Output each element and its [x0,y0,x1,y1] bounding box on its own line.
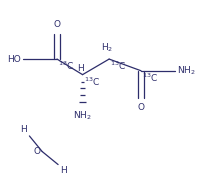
Text: H: H [60,166,67,174]
Text: H: H [21,125,27,134]
Text: $^{13}$C: $^{13}$C [110,60,126,73]
Text: O: O [138,103,144,112]
Text: H: H [77,64,84,73]
Text: H$_2$: H$_2$ [101,42,113,54]
Text: $^{13}$C: $^{13}$C [58,60,74,73]
Text: $^{13}$C: $^{13}$C [84,76,100,88]
Text: O: O [54,20,61,29]
Text: O: O [33,147,40,156]
Text: HO: HO [7,54,21,64]
Text: NH$_2$: NH$_2$ [177,64,196,77]
Text: $^{13}$C: $^{13}$C [142,72,158,84]
Text: NH$_2$: NH$_2$ [73,109,92,122]
